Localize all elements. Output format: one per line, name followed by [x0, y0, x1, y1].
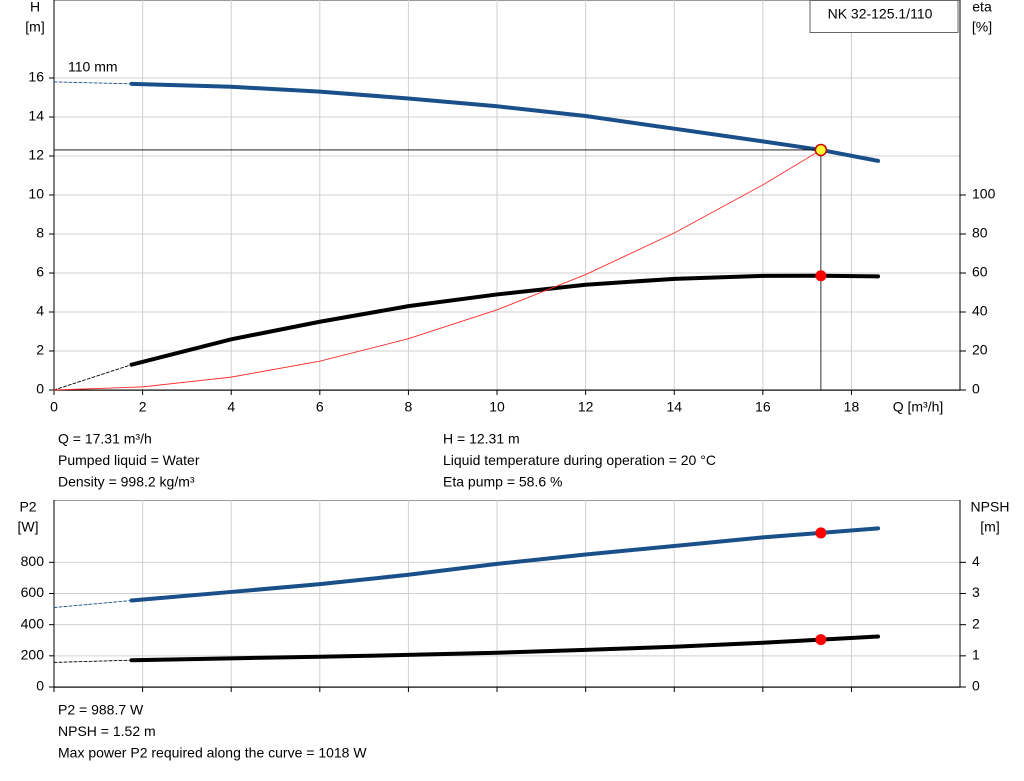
y-axis-label: H — [30, 0, 40, 15]
y-tick-label: 4 — [36, 303, 44, 319]
info-text: H = 12.31 m — [443, 431, 520, 447]
y2-tick-label: 0 — [972, 678, 980, 694]
x-tick-label: 18 — [844, 399, 860, 415]
pump-label-box — [809, 0, 959, 33]
info-text: Max power P2 required along the curve = … — [58, 745, 367, 761]
curve — [129, 273, 881, 367]
info-text: Density = 998.2 kg/m³ — [58, 474, 195, 490]
y-tick-label: 2 — [36, 342, 44, 358]
curve — [129, 526, 881, 603]
info-text: Liquid temperature during operation = 20… — [443, 452, 716, 468]
curve — [129, 81, 881, 163]
y-tick-label: 0 — [36, 678, 44, 694]
x-tick-label: 16 — [755, 399, 771, 415]
duty-point — [814, 143, 828, 157]
y-axis-label: P2 — [19, 499, 36, 515]
y-axis-unit: [W] — [18, 519, 39, 535]
y-tick-label: 16 — [28, 69, 44, 85]
info-text: Eta pump = 58.6 % — [443, 474, 562, 490]
y2-tick-label: 4 — [972, 553, 980, 569]
x-tick-label: 12 — [578, 399, 594, 415]
y2-tick-label: 80 — [972, 225, 988, 241]
info-text: Q = 17.31 m³/h — [58, 431, 152, 447]
y2-tick-label: 20 — [972, 342, 988, 358]
y-tick-label: 200 — [21, 647, 45, 663]
x-axis-label: Q [m³/h] — [893, 399, 944, 415]
y2-tick-label: 3 — [972, 584, 980, 600]
y-tick-label: 6 — [36, 264, 44, 280]
curve-extension — [53, 81, 132, 85]
impeller-annotation: 110 mm — [68, 59, 118, 75]
y2-axis-label: eta — [972, 0, 992, 15]
x-tick-label: 2 — [139, 399, 147, 415]
pump-label: NK 32-125.1/110 — [828, 6, 933, 22]
x-tick-label: 0 — [50, 399, 58, 415]
y-tick-label: 800 — [21, 553, 45, 569]
curve-extension — [53, 364, 132, 391]
y-tick-label: 8 — [36, 225, 44, 241]
info-text: P2 = 988.7 W — [58, 702, 144, 718]
duty-point — [815, 270, 827, 282]
y-tick-label: 12 — [28, 147, 44, 163]
info-text: NPSH = 1.52 m — [58, 723, 156, 739]
y2-tick-label: 0 — [972, 381, 980, 397]
x-tick-label: 8 — [405, 399, 413, 415]
curve-extension — [53, 600, 132, 608]
duty-point — [815, 634, 827, 646]
y2-tick-label: 40 — [972, 303, 988, 319]
y-tick-label: 14 — [28, 108, 44, 124]
y2-axis-label: NPSH — [971, 499, 1010, 515]
y2-tick-label: 100 — [972, 186, 996, 202]
y-tick-label: 400 — [21, 615, 45, 631]
info-text: Pumped liquid = Water — [58, 452, 200, 468]
y2-tick-label: 60 — [972, 264, 988, 280]
x-tick-label: 14 — [666, 399, 682, 415]
y2-tick-label: 2 — [972, 615, 980, 631]
curve — [129, 634, 881, 663]
y-tick-label: 0 — [36, 381, 44, 397]
y2-axis-unit: [%] — [972, 19, 992, 35]
y2-axis-unit: [m] — [980, 519, 999, 535]
x-tick-label: 10 — [489, 399, 505, 415]
x-tick-label: 6 — [316, 399, 324, 415]
y-axis-unit: [m] — [25, 19, 44, 35]
x-tick-label: 4 — [227, 399, 235, 415]
y2-tick-label: 1 — [972, 647, 980, 663]
y-tick-label: 600 — [21, 584, 45, 600]
curve — [53, 149, 822, 391]
duty-point — [815, 527, 827, 539]
y-tick-label: 10 — [28, 186, 44, 202]
curve-extension — [53, 659, 132, 663]
